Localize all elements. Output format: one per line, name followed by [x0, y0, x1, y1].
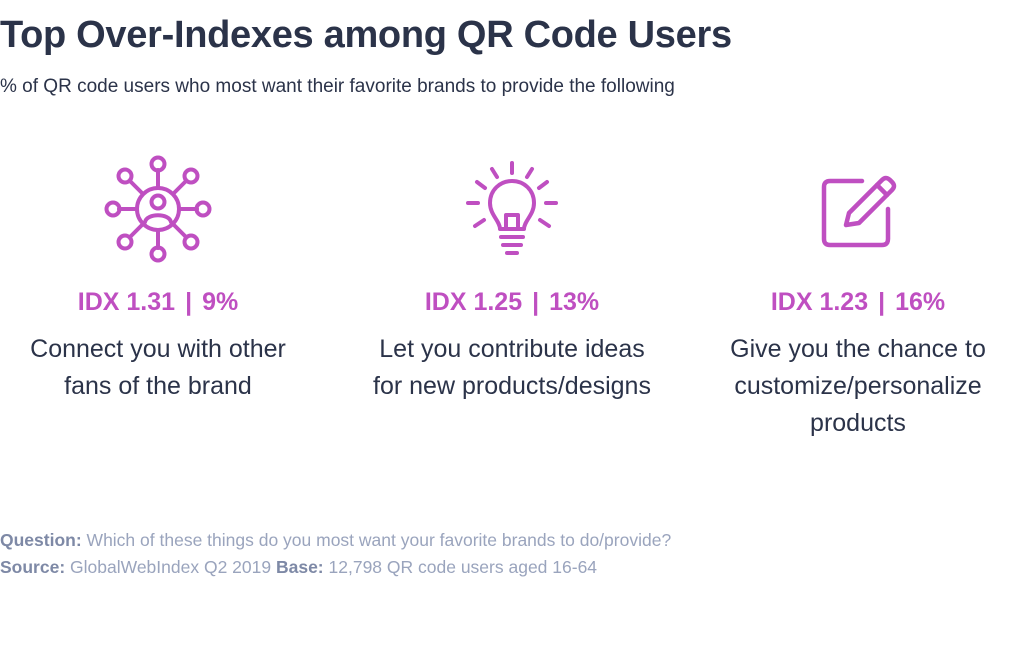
page-title: Top Over-Indexes among QR Code Users	[0, 14, 732, 56]
percent-value: 9%	[202, 288, 239, 316]
percent-value: 13%	[549, 288, 600, 316]
stat-description: Let you contribute ideas for new product…	[347, 331, 677, 405]
description-line: fans of the brand	[64, 372, 252, 400]
question-label: Question:	[0, 530, 82, 550]
stat-description: Connect you with other fans of the brand	[0, 331, 323, 405]
footer-source: Source: GlobalWebIndex Q2 2019 Base: 12,…	[0, 557, 597, 578]
stat-card-connect-fans: IDX 1.31 | 9% Connect you with other fans …	[0, 150, 323, 405]
footer-question: Question: Which of these things do you m…	[0, 530, 671, 551]
description-line: Let you contribute ideas	[379, 335, 645, 363]
metric-separator: |	[185, 288, 193, 316]
description-line: Connect you with other	[30, 335, 286, 363]
page-subtitle: % of QR code users who most want their f…	[0, 76, 675, 97]
description-line: Give you the chance to	[730, 335, 986, 363]
index-value: IDX 1.31	[77, 288, 176, 316]
stat-card-customize: IDX 1.23 | 16% Give you the chance to cust…	[693, 150, 1023, 442]
network-user-icon	[0, 150, 323, 268]
source-label: Source:	[0, 557, 66, 577]
description-line: customize/personalize	[734, 372, 982, 400]
metric-separator: |	[878, 288, 886, 316]
description-line: for new products/designs	[373, 372, 651, 400]
edit-pencil-icon	[693, 150, 1023, 268]
index-metric: IDX 1.23 | 16%	[693, 288, 1023, 317]
index-metric: IDX 1.25 | 13%	[347, 288, 677, 317]
question-text: Which of these things do you most want y…	[86, 530, 672, 550]
source-text: GlobalWebIndex Q2 2019	[70, 557, 272, 577]
lightbulb-icon	[347, 150, 677, 268]
base-text: 12,798 QR code users aged 16-64	[328, 557, 598, 577]
stat-card-contribute-ideas: IDX 1.25 | 13% Let you contribute ideas fo…	[347, 150, 677, 405]
base-label: Base:	[275, 557, 324, 577]
stat-description: Give you the chance to customize/persona…	[693, 331, 1023, 442]
metric-separator: |	[532, 288, 540, 316]
index-metric: IDX 1.31 | 9%	[0, 288, 323, 317]
description-line: products	[810, 409, 906, 437]
index-value: IDX 1.23	[770, 288, 869, 316]
index-value: IDX 1.25	[424, 288, 523, 316]
percent-value: 16%	[895, 288, 946, 316]
